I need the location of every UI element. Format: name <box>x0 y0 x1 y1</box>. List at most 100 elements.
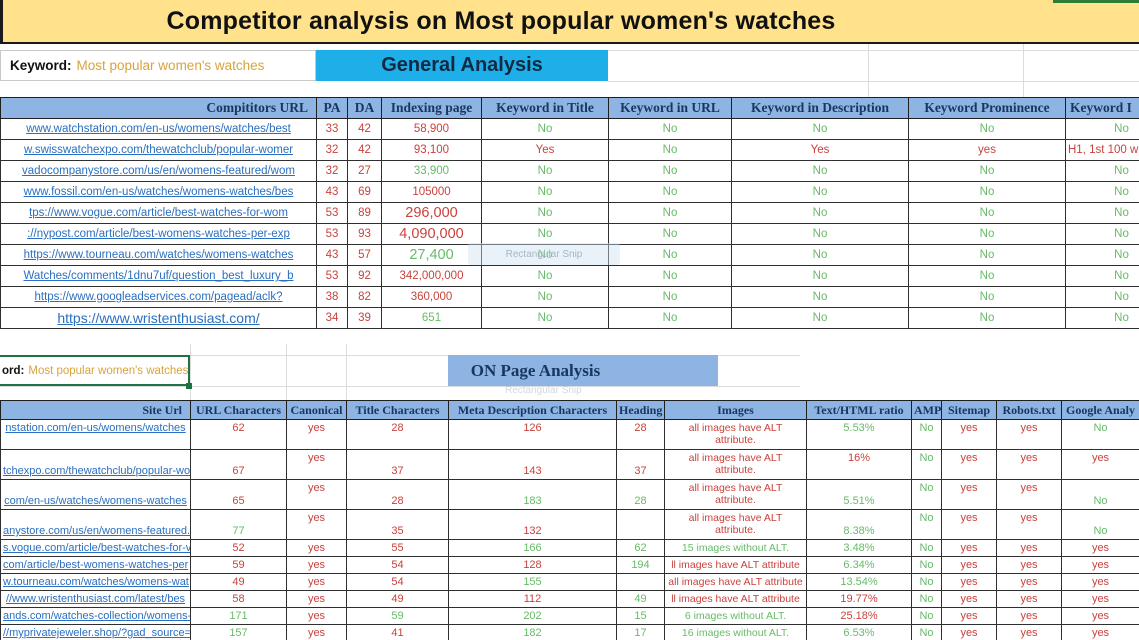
table-cell: No <box>911 607 942 625</box>
keyword-cell[interactable]: Keyword: Most popular women's watches <box>0 50 316 81</box>
table-cell: 52 <box>190 539 287 557</box>
column-header: Compititors URL <box>0 97 317 119</box>
table-cell <box>616 573 665 591</box>
table-cell: 92 <box>347 265 382 287</box>
table-cell: yes <box>996 419 1062 450</box>
table-cell: 59 <box>190 556 287 574</box>
table-cell: ll images have ALT attribute <box>664 590 807 608</box>
url-link[interactable]: Watches/comments/1dnu7uf/question_best_l… <box>0 265 317 287</box>
url-link[interactable]: ands.com/watches-collection/womens- <box>0 607 191 625</box>
column-header: Keyword in Title <box>481 97 609 119</box>
table-row: Watches/comments/1dnu7uf/question_best_l… <box>0 265 1139 287</box>
table-cell: 27,400 <box>381 244 482 266</box>
table-cell: No <box>481 118 609 140</box>
table-cell: 77 <box>190 509 287 540</box>
onpage-table-body: nstation.com/en-us/womens/watches 62 yes 28… <box>0 419 1139 640</box>
selected-keyword-cell[interactable]: ord: Most popular women's watches <box>0 355 190 386</box>
table-cell: yes <box>996 607 1062 625</box>
url-link[interactable]: //myprivatejeweler.shop/?gad_source= <box>0 624 191 640</box>
table-cell: 16% <box>806 449 912 480</box>
column-header: Meta Description Characters <box>448 400 617 420</box>
table-cell: 55 <box>346 539 449 557</box>
table-cell: 53 <box>316 202 348 224</box>
table-cell: 35 <box>346 509 449 540</box>
table-cell: ll images have ALT attribute <box>664 556 807 574</box>
table-cell: No <box>908 160 1066 182</box>
url-link[interactable]: w.swisswatchexpo.com/thewatchclub/popula… <box>0 139 317 161</box>
url-link[interactable]: vadocompanystore.com/us/en/womens-featur… <box>0 160 317 182</box>
table-cell: 16 images without ALT. <box>664 624 807 640</box>
table-cell: No <box>908 181 1066 203</box>
selection-fill-handle[interactable] <box>186 383 192 389</box>
url-link[interactable]: //www.wristenthusiast.com/latest/bes <box>0 590 191 608</box>
table-cell: No <box>731 244 909 266</box>
table-cell: No <box>908 202 1066 224</box>
url-link[interactable]: ://nypost.com/article/best-womens-watche… <box>0 223 317 245</box>
url-link[interactable]: nstation.com/en-us/womens/watches <box>0 419 191 450</box>
table-cell: yes <box>286 573 347 591</box>
onpage-table-header: Site Url URL Characters Canonical Title Cha… <box>0 400 1139 420</box>
table-cell: 32 <box>316 160 348 182</box>
table-cell: yes <box>1061 624 1139 640</box>
table-row: vadocompanystore.com/us/en/womens-featur… <box>0 160 1139 182</box>
table-cell: yes <box>941 607 997 625</box>
table-cell: 5.53% <box>806 419 912 450</box>
table-cell: 41 <box>346 624 449 640</box>
table-cell: No <box>731 181 909 203</box>
table-cell: No <box>1065 160 1139 182</box>
table-cell: No <box>731 265 909 287</box>
url-link[interactable]: com/article/best-womens-watches-per <box>0 556 191 574</box>
gridline <box>608 50 1139 51</box>
table-cell: 49 <box>346 590 449 608</box>
table-cell: No <box>911 556 942 574</box>
table-cell: No <box>481 160 609 182</box>
table-cell: yes <box>1061 573 1139 591</box>
url-link[interactable]: https://www.googleadservices.com/pagead/… <box>0 286 317 308</box>
table-cell: yes <box>286 607 347 625</box>
table-cell: 37 <box>346 449 449 480</box>
table-cell: No <box>911 419 942 450</box>
url-link[interactable]: tchexpo.com/thewatchclub/popular-wo <box>0 449 191 480</box>
table-cell: yes <box>908 139 1066 161</box>
table-cell: 42 <box>347 139 382 161</box>
table-cell: 34 <box>316 307 348 329</box>
table-cell: yes <box>941 419 997 450</box>
table-cell: 15 images without ALT. <box>664 539 807 557</box>
url-link[interactable]: anystore.com/us/en/womens-featured. <box>0 509 191 540</box>
table-cell: 27 <box>347 160 382 182</box>
table-cell: No <box>911 449 942 480</box>
table-cell: No <box>1061 479 1139 510</box>
section-general-analysis: General Analysis <box>316 50 608 81</box>
table-cell: all images have ALT attribute. <box>664 479 807 510</box>
table-cell: 54 <box>346 573 449 591</box>
table-cell: 62 <box>190 419 287 450</box>
url-link[interactable]: www.fossil.com/en-us/watches/womens-watc… <box>0 181 317 203</box>
url-link[interactable]: w.tourneau.com/watches/womens-wat <box>0 573 191 591</box>
url-link[interactable]: tps://www.vogue.com/article/best-watches… <box>0 202 317 224</box>
keyword2-value: Most popular women's watches <box>28 364 189 377</box>
table-cell: 28 <box>616 419 665 450</box>
table-cell: 194 <box>616 556 665 574</box>
url-link[interactable]: com/en-us/watches/womens-watches <box>0 479 191 510</box>
url-link[interactable]: www.watchstation.com/en-us/womens/watche… <box>0 118 317 140</box>
table-cell: 126 <box>448 419 617 450</box>
column-header: Google Analy <box>1061 400 1139 420</box>
table-cell: No <box>731 223 909 245</box>
table-cell: No <box>608 265 732 287</box>
table-cell: 166 <box>448 539 617 557</box>
table-cell: yes <box>996 573 1062 591</box>
table-cell: Yes <box>481 139 609 161</box>
table-cell: No <box>911 509 942 540</box>
table-cell: H1, 1st 100 w <box>1065 139 1139 161</box>
watermark-text: Rectangular Snip <box>505 385 582 396</box>
table-cell: 155 <box>448 573 617 591</box>
url-link[interactable]: s.vogue.com/article/best-watches-for-v <box>0 539 191 557</box>
url-link[interactable]: https://www.wristenthusiast.com/ <box>0 307 317 329</box>
table-row: com/en-us/watches/womens-watches 65 yes 28 1… <box>0 479 1139 510</box>
column-header: Keyword in Description <box>731 97 909 119</box>
table-cell: No <box>481 265 609 287</box>
table-cell: yes <box>286 509 347 540</box>
url-link[interactable]: https://www.tourneau.com/watches/womens-… <box>0 244 317 266</box>
table-cell: No <box>911 590 942 608</box>
table-cell: 93 <box>347 223 382 245</box>
